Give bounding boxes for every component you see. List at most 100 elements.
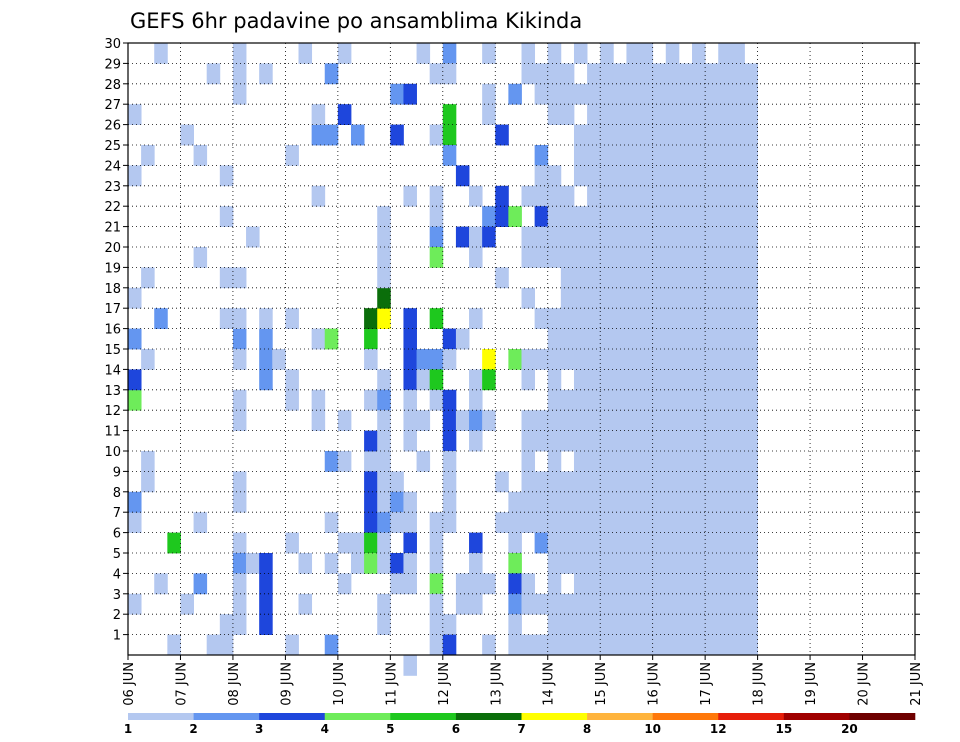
- cell: [442, 512, 457, 533]
- cell: [377, 614, 391, 635]
- cell: [324, 63, 339, 85]
- cell: [665, 349, 680, 370]
- cell: [639, 267, 654, 289]
- cell: [560, 83, 575, 105]
- x-tick-label: 20 JUN: [857, 662, 872, 706]
- cell: [600, 573, 614, 595]
- cell: [482, 410, 496, 431]
- cell: [469, 308, 483, 329]
- cell: [128, 104, 142, 125]
- x-tick-label: 18 JUN: [752, 662, 767, 706]
- cells-layer: [128, 43, 758, 676]
- cell: [731, 206, 745, 227]
- cell: [718, 308, 732, 329]
- cell: [587, 185, 601, 207]
- cell: [416, 349, 431, 370]
- cell: [692, 287, 706, 309]
- cell: [626, 63, 640, 85]
- cell: [600, 553, 614, 574]
- cell: [718, 226, 732, 248]
- cell: [678, 328, 693, 350]
- cell: [547, 308, 562, 329]
- cell: [613, 369, 627, 391]
- cell: [455, 165, 470, 187]
- cell: [744, 614, 758, 635]
- y-tick-label: 30: [104, 37, 121, 52]
- cell: [560, 553, 575, 574]
- cell: [652, 471, 667, 493]
- cell: [403, 83, 417, 105]
- cell: [665, 430, 680, 452]
- cell: [626, 104, 640, 125]
- cell: [665, 573, 680, 595]
- cell: [154, 43, 168, 64]
- cell: [442, 104, 457, 125]
- cell: [377, 410, 391, 431]
- cell: [455, 573, 470, 595]
- cell: [744, 124, 758, 146]
- cell: [377, 267, 391, 289]
- cell: [626, 634, 640, 656]
- cell: [665, 247, 680, 268]
- cell: [141, 471, 155, 493]
- cell: [482, 206, 496, 227]
- cell: [652, 185, 667, 207]
- cell: [731, 553, 745, 574]
- legend-swatch: [324, 713, 391, 720]
- cell: [705, 389, 719, 411]
- y-tick-label: 5: [113, 547, 121, 562]
- cell: [705, 614, 719, 635]
- x-tick-label: 19 JUN: [804, 662, 819, 706]
- cell: [665, 83, 680, 105]
- cell: [665, 145, 680, 166]
- cell: [403, 532, 417, 554]
- cell: [678, 573, 693, 595]
- cell: [665, 451, 680, 472]
- legend-label: 6: [452, 722, 460, 736]
- cell: [744, 573, 758, 595]
- cell: [508, 573, 522, 595]
- cell: [678, 287, 693, 309]
- cell: [337, 410, 352, 431]
- cell: [560, 430, 575, 452]
- cell: [692, 328, 706, 350]
- cell: [652, 83, 667, 105]
- legend-swatch: [521, 713, 588, 720]
- cell: [521, 593, 536, 615]
- cell: [547, 206, 562, 227]
- legend-swatch: [259, 713, 326, 720]
- cell: [731, 165, 745, 187]
- cell: [718, 430, 732, 452]
- cell: [705, 491, 719, 513]
- cell: [678, 226, 693, 248]
- cell: [285, 308, 299, 329]
- cell: [429, 63, 444, 85]
- cell: [665, 532, 680, 554]
- cell: [705, 573, 719, 595]
- cell: [705, 247, 719, 268]
- cell: [573, 83, 588, 105]
- cell: [652, 287, 667, 309]
- cell: [613, 553, 627, 574]
- cell: [521, 634, 536, 656]
- cell: [521, 471, 536, 493]
- cell: [206, 634, 221, 656]
- cell: [403, 308, 417, 329]
- cell: [547, 553, 562, 574]
- cell: [626, 573, 640, 595]
- cell: [547, 349, 562, 370]
- cell: [626, 593, 640, 615]
- y-tick-label: 25: [104, 139, 121, 154]
- cell: [285, 634, 299, 656]
- cell: [128, 593, 142, 615]
- x-axis: 06 JUN 07 JUN 08 JUN 09 JUN 10 JUN 11 JUN 12 J…: [122, 655, 924, 706]
- cell: [652, 410, 667, 431]
- cell: [560, 247, 575, 268]
- y-tick-label: 17: [104, 302, 121, 317]
- cell: [403, 328, 417, 350]
- cell: [573, 124, 588, 146]
- cell: [141, 349, 155, 370]
- cell: [718, 410, 732, 431]
- cell: [639, 287, 654, 309]
- cell: [692, 165, 706, 187]
